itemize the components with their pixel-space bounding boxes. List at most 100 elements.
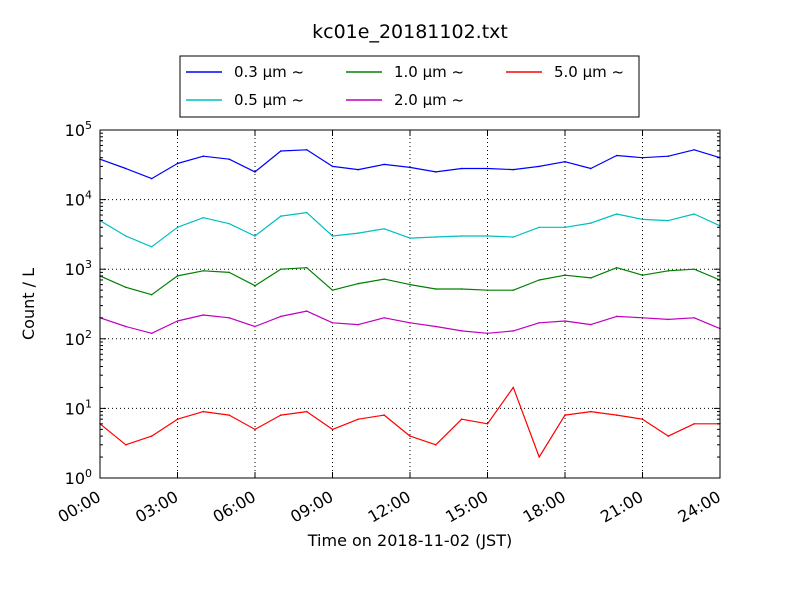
series-point-2 [202,270,205,272]
series-point-0 [280,150,282,152]
series-point-4 [590,410,592,413]
legend-label: 1.0 μm ~ [394,63,464,81]
series-lines [99,149,721,458]
series-point-4 [150,435,153,437]
series-point-1 [254,235,256,237]
series-point-1 [383,228,386,230]
series-point-0 [331,165,334,168]
series-point-3 [254,325,256,328]
x-tick-labels: 00:00 03:00 06:00 09:00 12:00 15:00 18:00 21:00… [55,487,724,527]
series-point-1 [125,235,127,237]
y-axis-title: Count / L [19,268,38,340]
series-point-0 [125,167,127,170]
axis-ticks [99,129,721,479]
series-point-4 [693,423,695,425]
series-point-2 [538,279,540,281]
series-point-2 [280,268,282,271]
series-point-3 [667,318,670,321]
series-point-3 [331,322,334,324]
legend: 0.3 μm ~ 0.5 μm ~ 1.0 μm ~ 2.0 μm ~ 5.0 μm ~ [179,55,640,118]
series-point-2 [383,278,386,280]
series-point-3 [435,325,437,328]
series-point-1 [357,232,360,234]
legend-label: 0.3 μm ~ [234,63,304,81]
series-point-0 [512,168,515,171]
series-point-3 [280,315,282,318]
series-point-4 [125,444,127,446]
series-point-2 [460,288,463,290]
series-point-1 [564,226,566,229]
x-tick-label: 00:00 [55,487,104,527]
series-point-4 [512,386,515,389]
series-point-3 [409,322,411,324]
legend-label: 2.0 μm ~ [394,91,464,109]
series-point-2 [331,289,334,292]
series-point-2 [125,286,127,289]
series-point-4 [305,410,308,413]
series-point-2 [254,284,256,287]
x-tick-label: 09:00 [287,487,336,527]
series-point-1 [590,222,592,224]
series-point-2 [486,289,489,292]
series-point-3 [486,332,489,335]
series-point-0 [564,160,566,163]
series-point-4 [331,428,334,431]
series-point-4 [357,418,360,421]
series-point-3 [512,330,515,332]
series-point-2 [512,289,515,292]
series-point-0 [357,168,360,171]
series-point-1 [150,246,153,248]
series-point-2 [564,274,566,277]
series-point-1 [460,235,463,237]
x-tick-label: 06:00 [210,487,259,527]
series-point-0 [409,166,411,169]
series-point-2 [615,266,618,269]
y-tick-label: 105 [65,119,92,140]
series-point-3 [693,317,695,319]
series-point-0 [176,162,179,165]
series-point-0 [460,167,463,170]
series-point-3 [460,330,463,332]
series-point-1 [486,235,489,237]
series-point-1 [693,213,695,215]
legend-label: 5.0 μm ~ [554,63,624,81]
series-point-4 [202,410,205,413]
x-tick-label: 15:00 [442,487,491,527]
series-point-1 [176,226,179,229]
series-point-3 [538,322,540,324]
series-point-0 [435,171,437,173]
series-point-1 [641,218,644,221]
series-point-4 [280,414,282,416]
y-tick-label: 100 [65,467,92,488]
series-point-3 [125,325,127,328]
y-tick-label: 102 [65,328,92,349]
grid-lines [100,130,720,478]
series-point-4 [176,418,179,421]
series-point-3 [357,323,360,326]
series-point-0 [150,177,153,180]
series-point-1 [228,222,230,225]
series-point-3 [564,320,566,322]
series-point-3 [202,314,205,316]
series-point-1 [538,226,540,229]
series-point-3 [150,332,153,335]
series-point-0 [228,158,230,160]
series-point-4 [228,414,230,416]
series-point-4 [409,435,411,437]
series-point-4 [383,414,386,416]
legend-box [179,55,640,118]
x-tick-label: 18:00 [520,487,569,527]
series-point-3 [641,317,644,319]
y-tick-label: 104 [65,189,92,210]
series-point-4 [460,418,463,421]
series-point-2 [590,277,592,279]
series-point-2 [409,283,411,286]
series-point-1 [615,213,618,215]
series-point-1 [435,236,437,238]
series-point-0 [486,167,489,170]
series-point-2 [305,266,308,269]
series-point-4 [641,418,644,421]
x-tick-label: 03:00 [132,487,181,527]
series-point-0 [641,156,644,159]
series-point-0 [305,149,308,151]
